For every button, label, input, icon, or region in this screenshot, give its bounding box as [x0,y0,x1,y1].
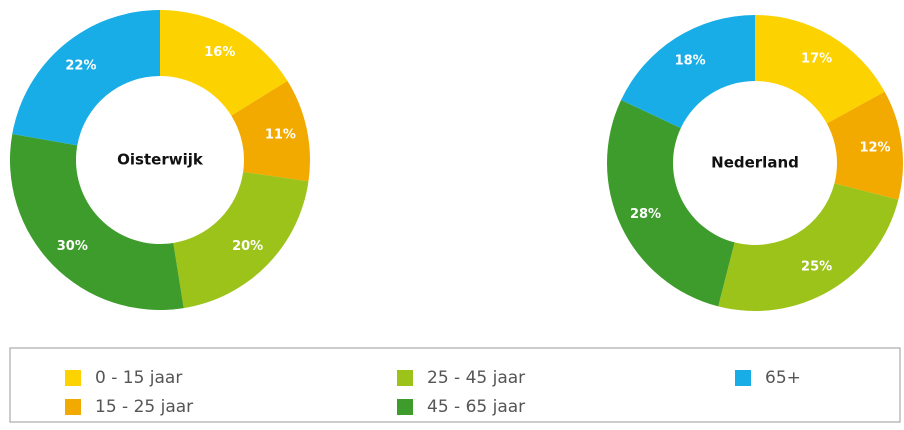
data-label: 12% [859,140,890,155]
donut-segment [173,171,309,309]
donut-segment [621,15,755,129]
data-label: 28% [630,207,661,222]
chart-title: Oisterwijk [117,151,204,169]
data-label: 11% [265,127,296,142]
data-label: 25% [801,260,832,275]
donut-segment [231,80,310,182]
legend-label: 45 - 65 jaar [427,397,525,417]
chart-title: Nederland [711,154,799,172]
donut-segment [160,10,288,116]
data-label: 30% [57,239,88,254]
data-label: 22% [65,58,96,73]
donut-segment [718,183,899,311]
legend-swatch [735,370,751,386]
legend-box [9,347,901,423]
legend-swatch [65,370,81,386]
legend-swatch [397,399,413,415]
legend-label: 15 - 25 jaar [95,397,193,417]
legend-label: 25 - 45 jaar [427,368,525,388]
legend-label: 0 - 15 jaar [95,368,182,388]
donut-segment [9,133,184,311]
donut-segment [606,99,735,307]
donut-segment [12,9,160,146]
data-label: 16% [204,45,235,60]
data-label: 20% [232,239,263,254]
data-label: 18% [675,53,706,68]
legend-swatch [397,370,413,386]
donut-segment [826,91,903,200]
donut-segment [755,15,885,124]
legend-label: 65+ [765,368,801,388]
legend-swatch [65,399,81,415]
data-label: 17% [801,51,832,66]
